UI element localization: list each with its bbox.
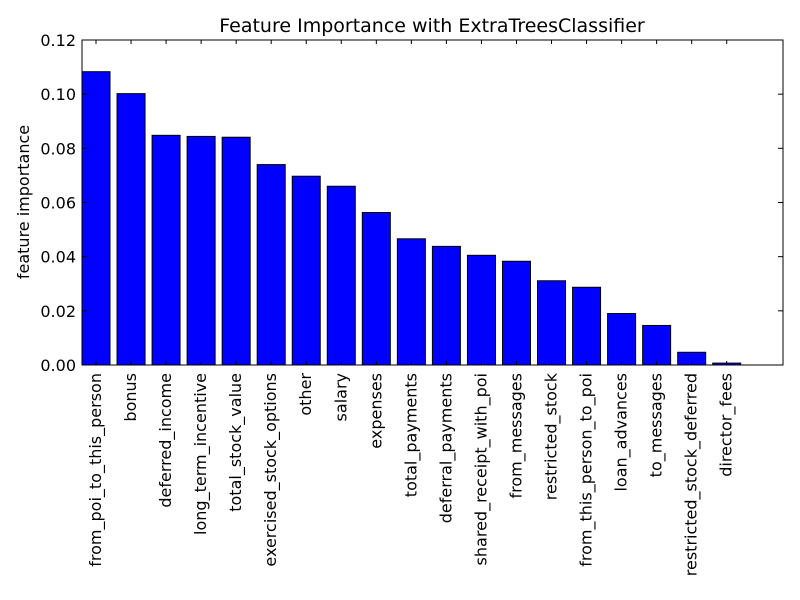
- bar-from-messages: [501, 260, 531, 366]
- plot-area-frame: [81, 39, 784, 366]
- x-tick-labels-group: from_poi_to_this_person bonus deferred_inc…: [86, 40, 737, 576]
- x-tick-label: from_this_person_to_poi: [577, 373, 597, 567]
- y-ticks-group: 0.00 0.02 0.04 0.06 0.08 0.10 0.12: [40, 31, 783, 375]
- bar-deferred-income: [151, 134, 181, 366]
- bar-expenses: [361, 212, 391, 366]
- bar-other: [291, 175, 321, 366]
- y-tick-label: 0.06: [40, 194, 76, 213]
- x-tick-label: expenses: [366, 373, 385, 449]
- y-tick-label: 0.12: [40, 31, 76, 50]
- x-tick-label: other: [296, 373, 315, 416]
- x-tick-label: exercised_stock_options: [261, 373, 281, 567]
- x-tick-label: total_stock_value: [226, 373, 246, 512]
- x-tick-label: director_fees: [717, 373, 737, 477]
- bar-loan-advances: [607, 313, 637, 366]
- y-tick-label: 0.10: [40, 85, 76, 104]
- x-tick-label: restricted_stock: [542, 372, 562, 500]
- x-tick-label: to_messages: [647, 373, 667, 477]
- x-tick-label: deferred_income: [156, 373, 176, 508]
- x-tick-label: from_poi_to_this_person: [86, 373, 106, 567]
- x-tick-label: from_messages: [506, 373, 526, 498]
- y-axis-label: feature importance: [14, 125, 33, 279]
- bar-deferral-payments: [431, 245, 461, 366]
- x-tick-label: restricted_stock_deferred: [682, 373, 702, 576]
- x-tick-label: bonus: [121, 373, 140, 422]
- bar-total-payments: [396, 238, 426, 366]
- x-tick-label: deferral_payments: [436, 373, 456, 523]
- y-tick-label: 0.02: [40, 302, 76, 321]
- x-tick-label: loan_advances: [612, 373, 632, 492]
- chart-title: Feature Importance with ExtraTreesClassi…: [219, 15, 645, 37]
- bar-shared-receipt-with-poi: [466, 254, 496, 366]
- bar-bonus: [116, 93, 146, 366]
- y-tick-label: 0.04: [40, 248, 76, 267]
- bar-from-this-person-to-poi: [572, 286, 602, 366]
- bar-to-messages: [642, 324, 672, 366]
- bar-restricted-stock: [537, 280, 567, 366]
- bar-salary: [326, 185, 356, 366]
- bar-from-poi-to-this-person: [81, 71, 111, 366]
- bars-group: [81, 71, 742, 366]
- y-tick-label: 0.08: [40, 139, 76, 158]
- x-tick-label: total_payments: [401, 373, 421, 497]
- bar-long-term-incentive: [186, 135, 216, 366]
- x-tick-label: long_term_incentive: [191, 373, 211, 535]
- bar-exercised-stock-options: [256, 164, 286, 366]
- x-tick-label: salary: [331, 373, 350, 421]
- y-tick-label: 0.00: [40, 356, 76, 375]
- bar-total-stock-value: [221, 136, 251, 366]
- x-tick-label: shared_receipt_with_poi: [471, 373, 491, 565]
